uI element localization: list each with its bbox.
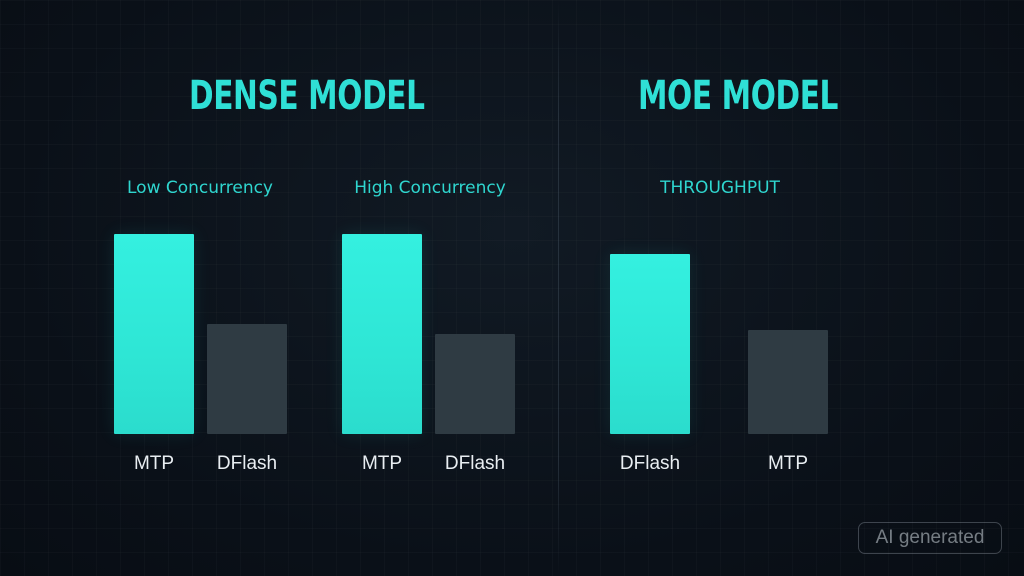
group-label-high-concurrency: High Concurrency	[354, 178, 506, 198]
group-label-throughput: THROUGHPUT	[660, 178, 780, 198]
category-label-throughput-dflash: DFlash	[619, 453, 681, 474]
category-label-throughput-mtp: MTP	[767, 453, 809, 474]
bar-low-concurrency-dflash	[207, 324, 287, 434]
bar-throughput-dflash	[610, 254, 690, 434]
dense-model-title: DENSE MODEL	[189, 73, 425, 119]
bar-high-concurrency-mtp	[342, 234, 422, 434]
moe-model-title: MOE MODEL	[637, 73, 839, 119]
category-label-low-concurrency-mtp: MTP	[133, 453, 175, 474]
panel-divider	[558, 0, 559, 576]
category-label-low-concurrency-dflash: DFlash	[216, 453, 278, 474]
ai-generated-badge: AI generated	[858, 522, 1002, 554]
group-label-low-concurrency: Low Concurrency	[127, 178, 273, 198]
category-label-high-concurrency-dflash: DFlash	[444, 453, 506, 474]
bar-throughput-mtp	[748, 330, 828, 434]
bar-low-concurrency-mtp	[114, 234, 194, 434]
bar-high-concurrency-dflash	[435, 334, 515, 434]
category-label-high-concurrency-mtp: MTP	[361, 453, 403, 474]
